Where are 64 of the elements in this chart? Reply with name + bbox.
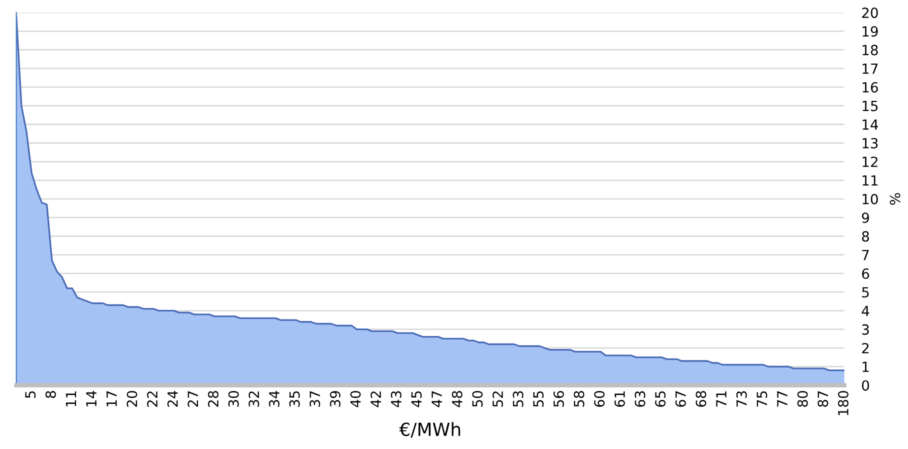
- x-tick-label: 24: [167, 390, 178, 407]
- y-tick-label: 10: [862, 194, 878, 204]
- y-tick-label: 0: [862, 380, 870, 391]
- x-tick-label: 27: [188, 391, 198, 407]
- y-tick-label: 16: [862, 82, 878, 93]
- x-tick-label: 61: [614, 391, 625, 407]
- y-tick-label: 19: [862, 26, 878, 37]
- x-tick-label: 42: [370, 391, 381, 408]
- x-tick-label: 87: [818, 391, 828, 407]
- y-tick-label: 3: [862, 324, 869, 335]
- x-tick-label: 52: [492, 391, 504, 407]
- y-tick-label: 9: [862, 212, 869, 224]
- y-tick-label: 7: [862, 250, 869, 260]
- x-tick-label: 34: [268, 390, 280, 407]
- x-tick-label: 45: [411, 391, 422, 408]
- x-tick-label: 17: [106, 391, 117, 406]
- x-tick-label: 47: [432, 391, 442, 408]
- x-tick-label: 39: [330, 391, 340, 407]
- x-tick-label: 20: [126, 391, 138, 407]
- y-axis-title: %: [890, 193, 900, 205]
- x-tick-label: 40: [350, 391, 361, 408]
- y-tick-label: 2: [862, 342, 869, 354]
- x-tick-label: 71: [716, 391, 726, 407]
- x-tick-label: 28: [208, 391, 219, 407]
- y-tick-label: 6: [862, 268, 870, 279]
- x-tick-label: 35: [289, 391, 300, 407]
- y-tick-label: 18: [862, 44, 878, 56]
- y-tick-label: 1: [862, 362, 869, 372]
- y-tick-label: 11: [862, 175, 878, 186]
- x-tick-label: 68: [696, 391, 706, 407]
- x-tick-label: 30: [228, 391, 239, 407]
- y-tick-label: 17: [862, 64, 878, 74]
- x-tick-label: 63: [634, 391, 646, 407]
- x-tick-label: 37: [310, 391, 320, 407]
- y-tick-label: 20: [862, 8, 878, 18]
- x-tick-label: 43: [390, 391, 402, 408]
- x-tick-label: 73: [736, 391, 747, 407]
- x-tick-label: 14: [86, 390, 96, 406]
- y-tick-label: 14: [862, 120, 878, 130]
- x-tick-label: 48: [452, 391, 462, 408]
- x-tick-label: 56: [553, 390, 564, 407]
- x-tick-label: 55: [533, 391, 544, 407]
- x-tick-label: 5: [25, 391, 36, 398]
- x-tick-label: 32: [248, 391, 260, 407]
- y-tick-label: 13: [862, 138, 878, 148]
- x-tick-label: 11: [66, 391, 76, 406]
- y-tick-label: 15: [862, 100, 878, 112]
- x-tick-label: 60: [594, 391, 605, 407]
- y-tick-label: 5: [862, 287, 869, 298]
- x-tick-label: 67: [675, 391, 686, 407]
- y-tick-label: 8: [862, 231, 869, 242]
- x-tick-label: 180: [838, 391, 848, 416]
- x-tick-label: 77: [777, 391, 788, 407]
- x-axis-title: €/MWh: [399, 422, 460, 438]
- x-tick-label: 65: [655, 391, 666, 407]
- x-tick-label: 22: [147, 391, 158, 407]
- y-tick-label: 4: [862, 306, 870, 316]
- y-tick-label: 12: [862, 156, 878, 167]
- x-tick-label: 80: [797, 391, 808, 407]
- x-tick-label: 53: [512, 391, 524, 407]
- x-tick-label: 8: [45, 391, 56, 398]
- x-tick-label: 75: [756, 391, 768, 407]
- x-tick-label: 50: [472, 391, 483, 407]
- x-tick-label: 58: [574, 391, 584, 407]
